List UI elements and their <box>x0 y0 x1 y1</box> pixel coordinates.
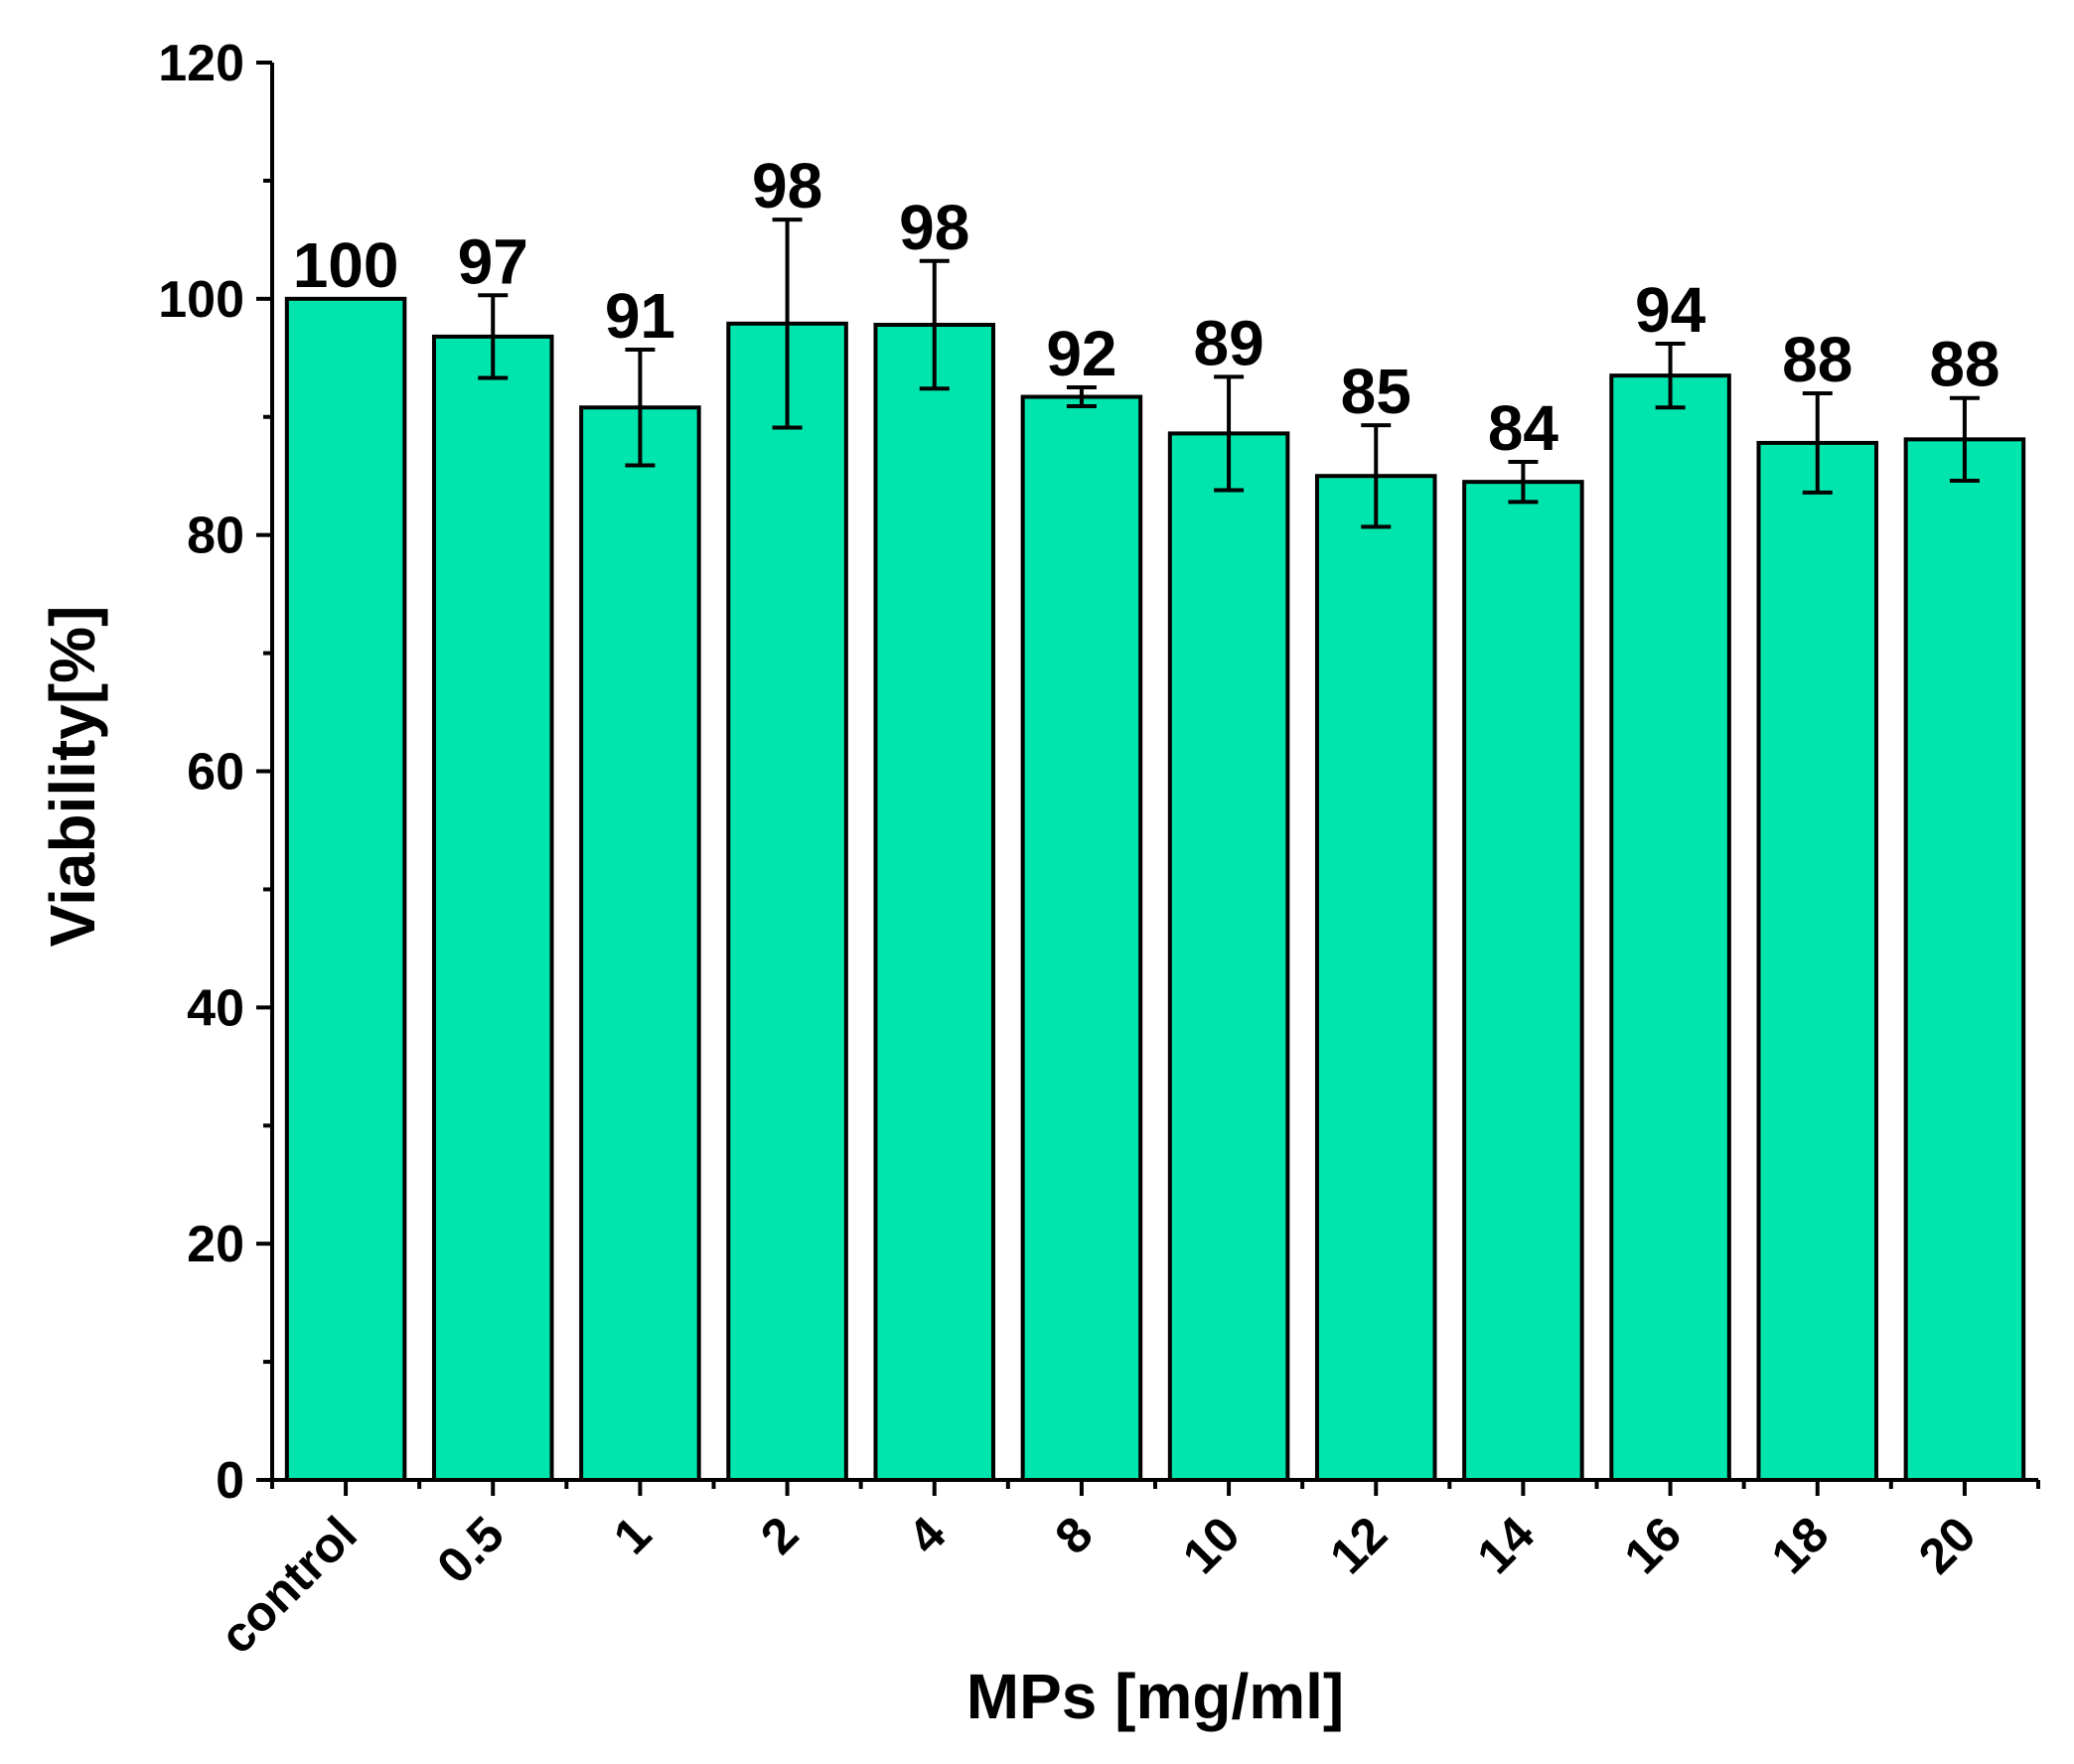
bar-4 <box>873 322 996 1482</box>
value-label-12: 85 <box>1341 356 1411 427</box>
x-tick-label-12: 12 <box>1319 1506 1398 1584</box>
x-tick-label-18: 18 <box>1761 1506 1840 1584</box>
y-axis-title: Viability[%] <box>37 606 108 948</box>
x-axis-title: MPs [mg/ml] <box>966 1661 1344 1732</box>
bar-control <box>284 296 407 1482</box>
bar-0.5 <box>431 334 554 1482</box>
bar-18 <box>1756 440 1879 1483</box>
error-bar-4 <box>919 258 950 391</box>
x-tick-label-1: 1 <box>603 1506 662 1564</box>
y-tick-label: 0 <box>216 1452 244 1510</box>
value-label-14: 84 <box>1488 392 1559 464</box>
value-label-18: 88 <box>1782 324 1852 395</box>
y-tick-label: 100 <box>158 271 244 329</box>
error-bar-8 <box>1066 385 1097 409</box>
value-label-10: 89 <box>1193 307 1263 378</box>
y-tick-label: 60 <box>187 744 244 802</box>
y-ticks-layer: 0 20 40 60 80 100 120 <box>158 35 272 1510</box>
error-bar-2 <box>772 218 803 430</box>
value-label-8: 92 <box>1046 318 1116 389</box>
bar-1 <box>579 405 701 1482</box>
error-bar-10 <box>1214 374 1245 493</box>
value-label-20: 88 <box>1929 329 2000 400</box>
x-tick-label-4: 4 <box>897 1506 956 1564</box>
bar-20 <box>1903 437 2026 1483</box>
error-bar-14 <box>1508 459 1539 505</box>
y-tick-label: 80 <box>187 508 244 565</box>
error-bar-18 <box>1802 390 1833 495</box>
value-label-2: 98 <box>752 150 822 221</box>
bar-14 <box>1462 480 1584 1482</box>
error-bar-1 <box>625 347 656 468</box>
y-tick-label: 40 <box>187 979 244 1037</box>
bars-layer <box>284 296 2026 1483</box>
bar-16 <box>1609 373 1731 1483</box>
x-tick-label-control: control <box>209 1506 367 1664</box>
x-tick-label-20: 20 <box>1908 1506 1987 1584</box>
value-label-control: 100 <box>293 229 399 301</box>
bar-12 <box>1314 474 1437 1483</box>
x-tick-label-8: 8 <box>1044 1506 1103 1564</box>
error-bar-16 <box>1655 342 1686 410</box>
x-tick-label-14: 14 <box>1466 1506 1545 1584</box>
y-tick-label: 120 <box>158 35 244 92</box>
x-tick-label-16: 16 <box>1613 1506 1692 1584</box>
x-tick-label-0.5: 0.5 <box>426 1506 515 1594</box>
y-tick-label: 20 <box>187 1216 244 1273</box>
value-label-4: 98 <box>899 192 969 263</box>
error-bars-layer <box>478 218 1980 529</box>
error-bar-20 <box>1949 395 1980 483</box>
x-tick-label-2: 2 <box>750 1506 809 1564</box>
error-bar-12 <box>1361 423 1392 529</box>
x-tick-label-10: 10 <box>1172 1506 1251 1584</box>
value-label-1: 91 <box>605 280 675 352</box>
value-label-0.5: 97 <box>458 225 528 297</box>
value-label-16: 94 <box>1635 274 1706 346</box>
bar-8 <box>1020 394 1143 1482</box>
bar-2 <box>726 321 848 1483</box>
x-ticks-layer: control 0.5 1 2 4 8 10 12 14 16 18 20 <box>209 1480 2040 1665</box>
bar-10 <box>1167 431 1290 1483</box>
value-labels-layer: 100 97 91 98 98 92 89 85 84 94 88 88 <box>293 150 2000 464</box>
error-bar-0.5 <box>478 293 509 380</box>
